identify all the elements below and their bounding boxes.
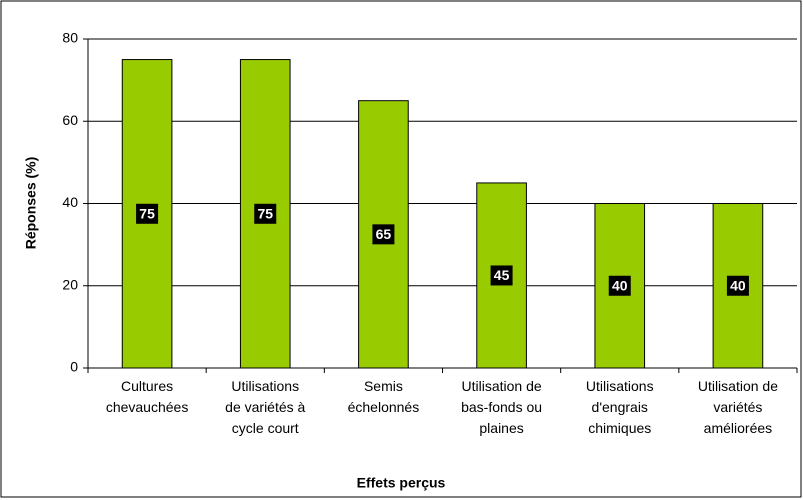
x-tick-label: Utilisation de bas-fonds ou plaines [461, 378, 542, 436]
value-label: 65 [376, 226, 392, 242]
value-label: 75 [139, 205, 155, 221]
value-label-box [372, 224, 395, 245]
x-tick-label: Utilisations de variétés à cycle court [225, 378, 305, 436]
bar [239, 59, 291, 369]
x-tick-label: Utilisation de variétés améliorées [698, 378, 778, 436]
value-label: 40 [612, 277, 628, 293]
y-tick-label: 0 [70, 359, 78, 375]
value-label: 40 [730, 277, 746, 293]
value-label: 45 [494, 267, 510, 283]
value-label-box [608, 275, 631, 296]
value-label-box [490, 265, 513, 286]
value-label-box [254, 203, 277, 224]
x-tick-label: Semis échelonnés [348, 378, 420, 415]
value-label: 75 [257, 205, 273, 221]
x-tick-label: Cultures chevauchées [106, 378, 189, 415]
value-label-box [726, 275, 749, 296]
value-label-box [136, 203, 159, 224]
y-tick-label: 40 [62, 194, 78, 210]
x-tick-label: Utilisations d'engrais chimiques [586, 378, 654, 436]
y-tick-label: 80 [62, 30, 78, 46]
y-tick-label: 20 [62, 276, 78, 292]
y-axis-title: Réponses (%) [23, 157, 39, 250]
y-tick-label: 60 [62, 112, 78, 128]
x-axis-title: Effets perçus [357, 475, 446, 491]
